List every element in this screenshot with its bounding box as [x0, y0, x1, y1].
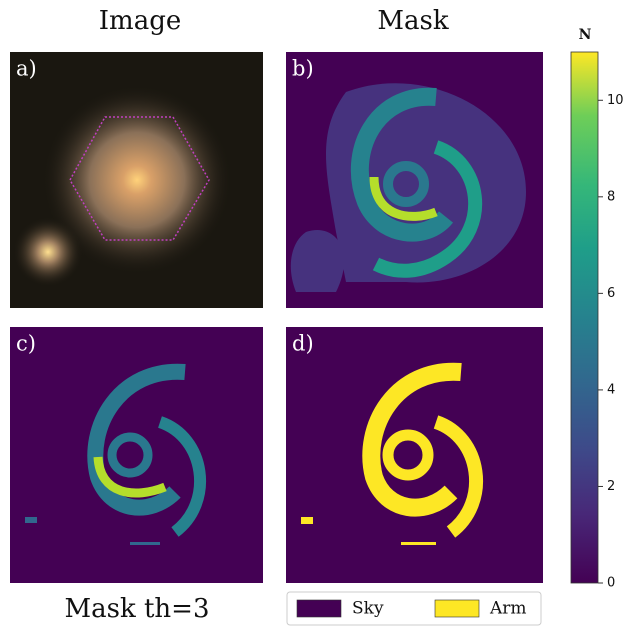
panel-label: d): [292, 332, 314, 356]
panel-label: b): [292, 57, 314, 81]
tick-label: 0: [607, 576, 615, 591]
panel-mask: b): [286, 52, 543, 308]
column-title: Image: [99, 6, 181, 36]
panel-label: a): [16, 57, 37, 81]
panel-image: a): [10, 52, 263, 308]
panel-mask: c): [10, 327, 263, 583]
colorbar-title: N: [579, 27, 592, 43]
legend-swatch: [435, 600, 479, 617]
tick-label: 4: [607, 382, 615, 397]
figure: Image Mask a) b) c) d) N Mask th=3 0 2 4 6 8…: [0, 0, 632, 627]
legend-label: Sky: [352, 599, 384, 619]
caption: Mask th=3: [64, 594, 209, 624]
tick-label: 8: [607, 189, 615, 204]
tick-label: 2: [607, 479, 615, 494]
tick-label: 6: [607, 286, 615, 301]
legend-swatch: [297, 600, 341, 617]
tick-label: 10: [607, 93, 624, 108]
legend-label: Arm: [489, 599, 527, 619]
colorbar: [571, 52, 598, 583]
panel-label: c): [16, 332, 36, 356]
column-title: Mask: [377, 6, 448, 36]
panel-mask: d): [286, 327, 543, 583]
